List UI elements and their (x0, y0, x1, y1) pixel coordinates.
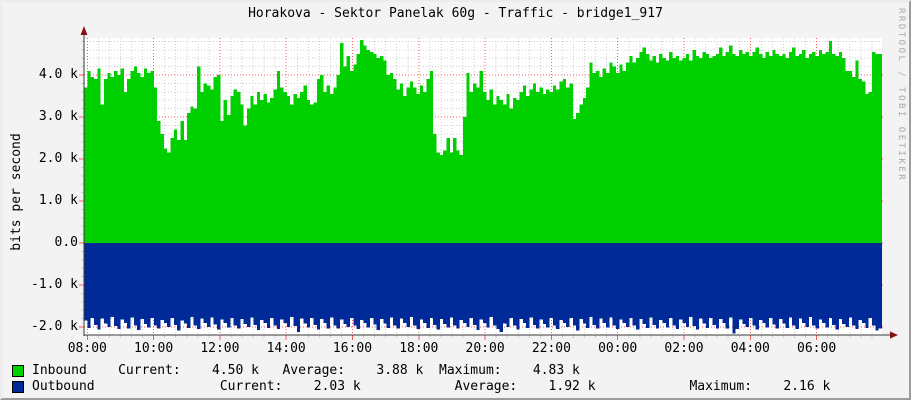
x-tick-label: 16:00 (332, 341, 373, 356)
inbound-area (84, 40, 882, 243)
y-tick-label: 1.0 k (38, 193, 78, 208)
x-tick-label: 04:00 (730, 341, 770, 356)
outbound-area (84, 243, 882, 334)
x-tick-label: 12:00 (200, 341, 240, 356)
x-tick-label: 00:00 (598, 341, 638, 356)
x-tick-label: 20:00 (465, 341, 505, 356)
y-tick-label: -1.0 k (31, 277, 78, 292)
graph-title: Horakova - Sektor Panelak 60g - Traffic … (248, 6, 663, 21)
y-tick-label: 4.0 k (38, 67, 78, 82)
x-tick-label: 06:00 (797, 341, 837, 356)
y-tick-label: 3.0 k (38, 109, 78, 124)
x-tick-label: 08:00 (67, 341, 107, 356)
x-tick-label: 14:00 (266, 341, 306, 356)
y-axis-arrow-icon (80, 26, 88, 35)
x-tick-label: 18:00 (399, 341, 439, 356)
y-tick-label: 0.0 (54, 235, 78, 250)
outbound-swatch-icon (12, 381, 24, 393)
x-tick-label: 10:00 (134, 341, 174, 356)
x-axis-arrow-icon (890, 331, 898, 339)
legend-line-inbound: Inbound Current: 4.50 k Average: 3.88 k … (32, 363, 580, 378)
y-tick-label: -2.0 k (31, 319, 78, 334)
x-tick-label: 02:00 (664, 341, 704, 356)
rrdtool-watermark: RRDTOOL / TOBI OETIKER (896, 8, 906, 183)
inbound-swatch-icon (12, 365, 24, 377)
y-tick-label: 2.0 k (38, 151, 78, 166)
legend-line-outbound: Outbound Current: 2.03 k Average: 1.92 k… (32, 379, 831, 394)
x-tick-label: 22:00 (531, 341, 571, 356)
